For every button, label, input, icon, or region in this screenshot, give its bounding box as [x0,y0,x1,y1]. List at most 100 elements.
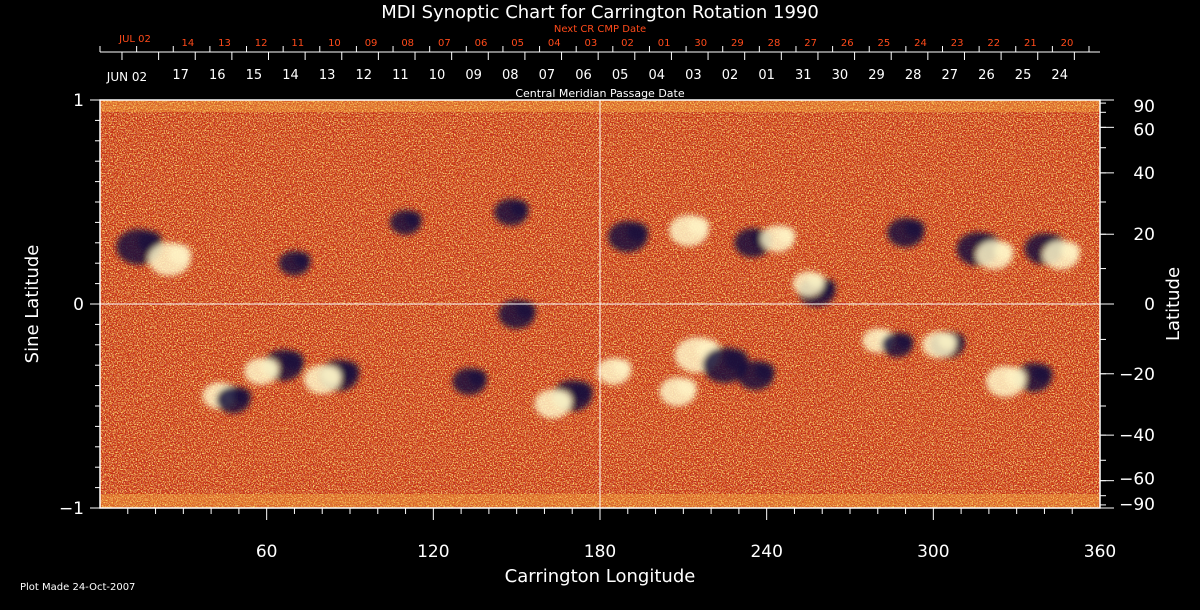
active-region-lobe [1004,367,1027,387]
cmp-date: 30 [832,68,849,83]
x-tick-label: 180 [584,542,616,562]
x-axis-label: Carrington Longitude [505,566,696,587]
active-region-lobe [571,381,594,401]
active-region-lobe [993,241,1014,260]
next-cr-date: 30 [694,38,707,49]
active-region-lobe [260,359,279,376]
cmp-date: 17 [172,68,189,83]
next-cr-date: 29 [731,38,744,49]
cmp-date: 01 [758,68,775,83]
cmp-date: 06 [575,68,592,83]
next-cr-date: 08 [401,38,414,49]
active-region-lobe [776,226,796,243]
cmp-start: JUN 02 [106,70,147,84]
y-right-tick-label: 60 [1133,120,1155,140]
active-region-lobe [168,244,192,265]
plot-made-footer: Plot Made 24-Oct-2007 [20,582,135,593]
active-region-lobe [282,351,305,370]
cmp-date: 28 [905,68,922,83]
cmp-date: 03 [685,68,702,83]
cmp-date: 13 [319,68,336,83]
active-region-lobe [896,333,914,349]
plot-area [100,100,1100,508]
y-right-tick-label: 20 [1133,225,1155,245]
y-axis-label-left: Sine Latitude [22,245,43,364]
next-cr-date: 24 [914,38,927,49]
cmp-date: 11 [392,68,409,83]
cmp-dates: 17 16 15 14 13 12 11 10 09 08 07 06 05 04 03 02 01 31 30 29… [121,52,1075,83]
next-cr-date: 04 [548,38,561,49]
next-cr-date: 12 [255,38,268,49]
y-right-tick-label: −20 [1119,365,1155,385]
cmp-date: 09 [465,68,482,83]
active-region-lobe [468,369,488,386]
y-axis-label-right: Latitude [1163,267,1184,341]
next-cr-date: 10 [328,38,341,49]
active-region-lobe [754,362,775,380]
next-cr-dates: 14 13 12 11 10 09 08 07 06 05 04 03 02 01 30 29 28 27 26 25… [99,38,1090,52]
cmp-date: 15 [246,68,263,83]
next-cr-date: 05 [511,38,524,49]
next-cr-date: 01 [658,38,671,49]
next-cr-date: 07 [438,38,451,49]
active-region-lobe [807,272,825,288]
cmp-date: 29 [868,68,885,83]
active-region-lobe [676,378,698,397]
x-tick-label: 360 [1084,542,1116,562]
next-cr-start: JUL 02 [118,34,151,45]
cmp-date: 24 [1051,68,1068,83]
active-region-lobe [904,219,925,237]
y-left-tick-label: −1 [59,499,84,519]
active-region-lobe [232,387,252,404]
cmp-date: 26 [978,68,995,83]
next-cr-date: 23 [951,38,964,49]
active-region-lobe [626,222,649,242]
next-cr-date: 09 [365,38,378,49]
active-region-lobe [293,252,311,267]
y-right-tick-label: 90 [1133,97,1155,117]
next-cr-date: 22 [987,38,1000,49]
active-region-lobe [515,301,536,319]
x-tick-label: 300 [917,542,949,562]
x-tick-label: 120 [417,542,449,562]
y-right-tick-label: −60 [1119,470,1155,490]
active-region-lobe [1032,364,1053,382]
next-cr-date: 28 [768,38,781,49]
active-regions [116,198,1081,419]
next-cr-date: 06 [475,38,488,49]
active-region-lobe [510,200,529,217]
x-tick-label: 60 [256,542,278,562]
top-scale: Next CR CMP Date JUL 02 14 13 12 11 10 09 08 07… [99,24,1100,100]
chart-title: MDI Synoptic Chart for Carrington Rotati… [381,2,819,23]
cmp-date: 12 [355,68,372,83]
active-region-lobe [404,211,422,227]
next-cr-date: 25 [878,38,891,49]
next-cr-date: 20 [1061,38,1074,49]
active-region-lobe [1060,241,1081,260]
x-tick-label: 240 [750,542,782,562]
y-left-tick-label: 0 [73,295,84,315]
next-cr-date: 21 [1024,38,1037,49]
next-cr-date: 02 [621,38,634,49]
next-cr-date: 27 [804,38,817,49]
active-region-lobe [687,216,710,236]
cmp-date: 05 [612,68,629,83]
next-cr-date: 13 [218,38,231,49]
cmp-date: 02 [722,68,739,83]
next-cr-label: Next CR CMP Date [554,24,646,35]
next-cr-date: 11 [291,38,304,49]
x-axis: 60 120 180 240 300 360 [127,508,1116,562]
cmp-date: 14 [282,68,299,83]
active-region-lobe [321,366,342,384]
y-right-tick-label: 40 [1133,164,1155,184]
next-cr-date: 14 [182,38,195,49]
next-cr-date: 26 [841,38,854,49]
y-right-tick-label: −40 [1119,426,1155,446]
next-cr-date: 03 [584,38,597,49]
active-region-lobe [938,332,957,349]
cmp-date: 10 [429,68,446,83]
y-right-tick-label: −90 [1119,495,1155,515]
cmp-label: Central Meridian Passage Date [515,87,684,100]
y-axis-right: 90 60 40 20 0 −20 −40 −60 −90 [1100,97,1155,515]
